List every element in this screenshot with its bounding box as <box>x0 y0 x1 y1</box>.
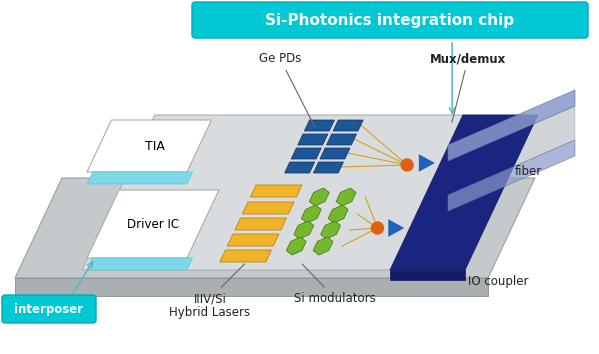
Text: Si modulators: Si modulators <box>294 264 376 305</box>
FancyBboxPatch shape <box>2 295 96 323</box>
Polygon shape <box>87 190 219 258</box>
Polygon shape <box>235 218 286 230</box>
Polygon shape <box>304 120 334 131</box>
Polygon shape <box>82 115 538 270</box>
Polygon shape <box>333 120 363 131</box>
Text: IIIV/Si: IIIV/Si <box>193 264 244 305</box>
Polygon shape <box>298 134 328 145</box>
Polygon shape <box>448 90 575 161</box>
Polygon shape <box>313 237 333 255</box>
Polygon shape <box>326 134 356 145</box>
Polygon shape <box>336 188 356 206</box>
Polygon shape <box>15 178 535 278</box>
Polygon shape <box>301 205 321 223</box>
Polygon shape <box>328 205 348 223</box>
Polygon shape <box>448 106 575 195</box>
Circle shape <box>371 222 383 234</box>
Polygon shape <box>286 237 306 255</box>
Polygon shape <box>419 154 435 172</box>
Text: Hybrid Lasers: Hybrid Lasers <box>170 306 250 319</box>
Polygon shape <box>250 185 302 197</box>
Polygon shape <box>87 172 193 184</box>
Text: Ge PDs: Ge PDs <box>259 52 315 127</box>
Polygon shape <box>87 120 211 172</box>
Text: interposer: interposer <box>14 303 84 315</box>
Polygon shape <box>320 221 340 239</box>
Circle shape <box>401 159 413 171</box>
Polygon shape <box>294 221 314 239</box>
Polygon shape <box>228 234 279 246</box>
Polygon shape <box>220 250 271 262</box>
Polygon shape <box>390 115 538 270</box>
Polygon shape <box>15 278 488 296</box>
Polygon shape <box>388 219 404 237</box>
Polygon shape <box>291 148 321 159</box>
Polygon shape <box>313 162 343 173</box>
Polygon shape <box>87 258 193 270</box>
Polygon shape <box>310 188 329 206</box>
Text: Mux/demux: Mux/demux <box>430 52 506 122</box>
Polygon shape <box>243 202 294 214</box>
Polygon shape <box>390 270 465 280</box>
Polygon shape <box>320 148 350 159</box>
Text: Si-Photonics integration chip: Si-Photonics integration chip <box>265 13 515 29</box>
Polygon shape <box>285 162 314 173</box>
Text: IO coupler: IO coupler <box>468 275 528 288</box>
Text: Driver IC: Driver IC <box>127 217 179 230</box>
Text: fiber: fiber <box>515 165 542 178</box>
Text: TIA: TIA <box>146 139 165 153</box>
FancyBboxPatch shape <box>192 2 588 38</box>
Polygon shape <box>448 140 575 211</box>
